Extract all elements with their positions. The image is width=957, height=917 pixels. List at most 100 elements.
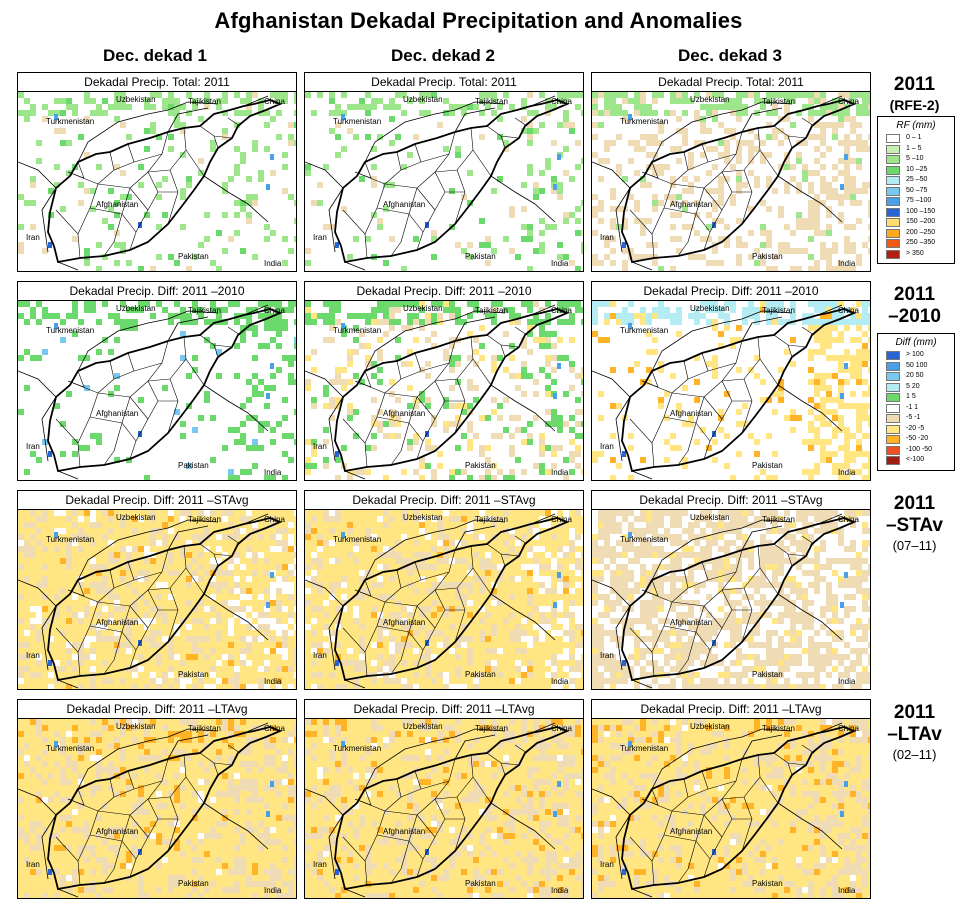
province-border [472, 149, 492, 177]
map-label-tajikistan: Tajikistan [188, 515, 221, 524]
row-header-sub: –LTAv [887, 724, 942, 745]
map-label-india: India [551, 886, 569, 895]
legend-entry: 200 –250 [878, 228, 954, 239]
map-label-india: India [838, 677, 856, 686]
map-label-uzbekistan: Uzbekistan [116, 722, 156, 731]
province-border [721, 818, 733, 838]
country-border [631, 888, 653, 898]
map-label-uzbekistan: Uzbekistan [403, 513, 443, 522]
rainfall-spot [341, 114, 345, 120]
map-label-india: India [838, 259, 856, 268]
map-label-afghanistan: Afghanistan [670, 200, 713, 209]
afghanistan-outline [47, 726, 283, 891]
precip-map [18, 92, 296, 271]
legend-label: 25 –50 [906, 176, 928, 183]
country-border [77, 519, 219, 581]
province-border [500, 135, 506, 149]
map-label-china: China [264, 97, 285, 106]
map-label-uzbekistan: Uzbekistan [690, 95, 730, 104]
country-border [305, 370, 344, 398]
province-border [721, 336, 761, 382]
map-label-afghanistan: Afghanistan [670, 409, 713, 418]
province-border [641, 171, 723, 211]
map-label-afghanistan: Afghanistan [383, 618, 426, 627]
rainfall-spot [553, 602, 557, 608]
map-label-turkmenistan: Turkmenistan [46, 326, 95, 335]
country-border [77, 728, 219, 790]
province-border [434, 754, 474, 800]
rainfall-spot [335, 451, 339, 457]
map-label-turkmenistan: Turkmenistan [46, 535, 95, 544]
rainfall-spot [840, 184, 844, 190]
country-border [631, 470, 653, 480]
row-header-ltavg: 2011 –LTAv (02–11) [872, 702, 957, 764]
province-border [354, 788, 372, 806]
map-label-tajikistan: Tajikistan [475, 515, 508, 524]
legend-label: 150 –200 [906, 218, 936, 225]
rainfall-spot [840, 393, 844, 399]
legend-entry: > 100 [878, 350, 954, 361]
legend-swatch [886, 207, 900, 217]
province-border [434, 818, 446, 838]
province-border [185, 149, 205, 177]
map-label-turkmenistan: Turkmenistan [46, 744, 95, 753]
column-header-dekad-1: Dec. dekad 1 [103, 46, 207, 65]
legend-entry: -100 -50 [878, 445, 954, 456]
map-label-china: China [264, 515, 285, 524]
rainfall-spot [628, 323, 632, 329]
legend-entry: 0 – 1 [878, 133, 954, 144]
map-label-uzbekistan: Uzbekistan [690, 722, 730, 731]
legend-label: -5 -1 [906, 414, 921, 421]
rainfall-spot [622, 242, 626, 248]
province-border [89, 625, 137, 651]
country-border [57, 261, 79, 271]
precip-map [305, 510, 583, 689]
difference-legend: Diff (mm) > 100 50 100 20 50 5 20 1 5 -1 1 -5 … [877, 333, 955, 471]
rainfall-spot [270, 363, 274, 369]
province-border [703, 131, 743, 189]
country-border [18, 579, 57, 607]
country-border [167, 734, 209, 760]
province-border [434, 127, 474, 173]
country-border [203, 175, 269, 223]
province-border [420, 571, 450, 581]
row-header-sub: (RFE-2) [889, 97, 940, 113]
province-border [133, 153, 163, 163]
map-label-iran: Iran [313, 860, 327, 869]
province-border [721, 400, 733, 420]
legend-label: <-100 [906, 456, 925, 463]
map-label-china: China [551, 97, 572, 106]
map-label-turkmenistan: Turkmenistan [620, 535, 669, 544]
map-panel-ltavg-dekad-1: Dekadal Precip. Diff: 2011 –LTAvg Uzbekis… [17, 699, 297, 899]
rainfall-spot [622, 869, 626, 875]
map-label-india: India [551, 677, 569, 686]
map-label-china: China [838, 306, 859, 315]
panel-title: Dekadal Precip. Diff: 2011 –STAvg [305, 491, 583, 510]
legend-entry: 5 20 [878, 382, 954, 393]
rainfall-spot [266, 393, 270, 399]
legend-swatch [886, 218, 900, 227]
country-border [777, 593, 843, 641]
legend-swatch [886, 134, 900, 143]
rainfall-spot [622, 451, 626, 457]
country-border [167, 525, 209, 551]
province-border [420, 362, 450, 372]
province-border [707, 571, 737, 581]
map-label-afghanistan: Afghanistan [96, 618, 139, 627]
province-border [354, 161, 372, 179]
rainfall-legend: RF (mm) 0 – 1 1 – 5 5 –10 10 –25 25 –50 50 –7… [877, 116, 955, 264]
panel-title: Dekadal Precip. Diff: 2011 –LTAvg [305, 700, 583, 719]
province-border [354, 589, 436, 629]
province-border [641, 380, 723, 420]
province-border [787, 135, 793, 149]
legend-entry: 5 –10 [878, 154, 954, 165]
province-border [103, 659, 115, 675]
province-border [416, 340, 456, 398]
map-panel-stavg-dekad-1: Dekadal Precip. Diff: 2011 –STAvg Uzbekis… [17, 490, 297, 690]
country-border [364, 728, 506, 790]
map-label-uzbekistan: Uzbekistan [690, 513, 730, 522]
legend-label: 0 – 1 [906, 134, 922, 141]
row-header-year: 2011 [893, 493, 936, 514]
map-label-pakistan: Pakistan [752, 670, 783, 679]
legend-entry: -50 -20 [878, 434, 954, 445]
